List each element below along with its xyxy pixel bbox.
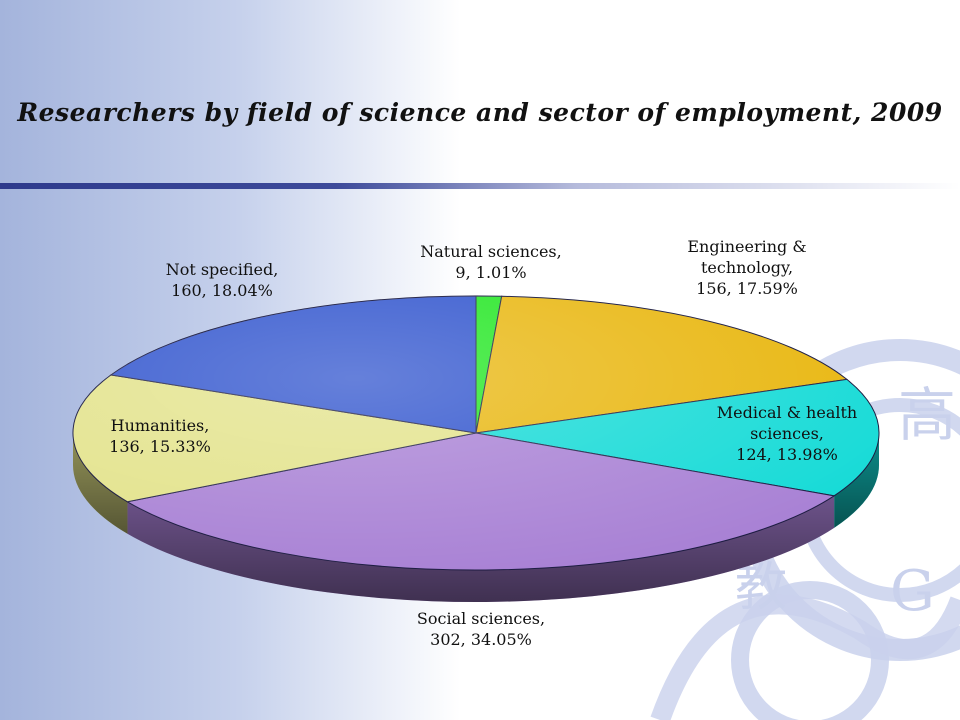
data-label-line: Medical & health xyxy=(717,403,857,422)
watermark-glyph-1: 高 xyxy=(898,381,956,449)
data-label-line: 9, 1.01% xyxy=(455,263,526,282)
data-label-line: Social sciences, xyxy=(417,609,545,628)
data-label-not-specified: Not specified, 160, 18.04% xyxy=(166,260,279,300)
data-label-line: 156, 17.59% xyxy=(696,279,798,298)
data-label-line: technology, xyxy=(701,258,793,277)
watermark-glyph-2: 教 xyxy=(735,558,787,618)
data-label-medical-and-health-sciences: Medical & health sciences, 124, 13.98% xyxy=(717,403,857,464)
pie-side-layer xyxy=(73,433,879,602)
data-label-natural-sciences: Natural sciences, 9, 1.01% xyxy=(420,242,561,282)
pie-top-layer xyxy=(72,295,880,571)
data-label-engineering-and-technology: Engineering & technology, 156, 17.59% xyxy=(687,237,806,298)
slice-side-medical-and-health-sciences-shade xyxy=(834,433,879,528)
slice-side-social-sciences-shade xyxy=(127,495,835,602)
data-label-line: sciences, xyxy=(750,424,824,443)
data-label-line: 136, 15.33% xyxy=(109,437,211,456)
title-divider xyxy=(0,183,960,189)
data-label-line: Engineering & xyxy=(687,237,806,256)
slice-side-humanities-shade xyxy=(73,433,128,534)
slide-title: Researchers by field of science and sect… xyxy=(17,98,943,127)
data-label-social-sciences: Social sciences, 302, 34.05% xyxy=(417,609,545,649)
data-label-line: 160, 18.04% xyxy=(171,281,273,300)
data-label-line: Natural sciences, xyxy=(420,242,561,261)
data-label-line: 124, 13.98% xyxy=(736,445,838,464)
pie-label-layer: Natural sciences, 9, 1.01% Engineering & te… xyxy=(109,237,857,649)
data-label-humanities: Humanities, 136, 15.33% xyxy=(109,416,211,456)
data-label-line: Not specified, xyxy=(166,260,279,279)
data-label-line: 302, 34.05% xyxy=(430,630,532,649)
pie-top-highlight xyxy=(73,296,879,570)
data-label-line: Humanities, xyxy=(111,416,210,435)
watermark-glyph-3: G xyxy=(890,559,935,624)
